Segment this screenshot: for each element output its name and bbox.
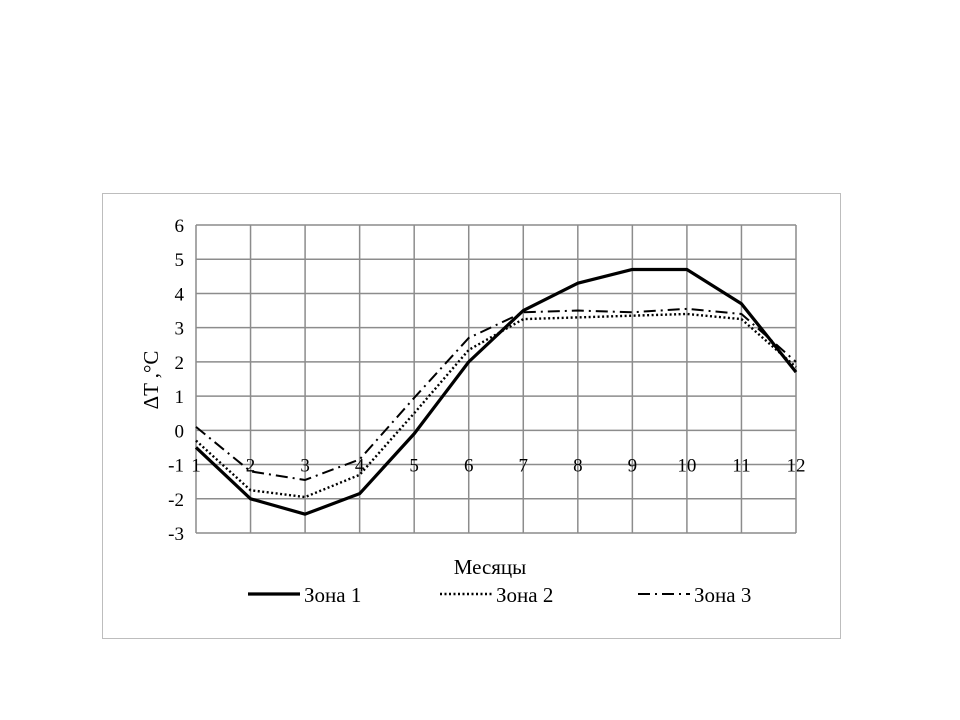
y-tick-label: -2 (168, 490, 184, 511)
y-tick-label: 2 (175, 353, 185, 374)
chart-frame (102, 193, 841, 639)
y-tick-label: -3 (168, 524, 184, 545)
x-tick-label: 5 (409, 455, 419, 476)
x-tick-label: 10 (677, 455, 696, 476)
legend-label-3: Зона 3 (694, 583, 751, 607)
series-line-1 (194, 267, 798, 516)
x-tick-label: 1 (191, 455, 201, 476)
legend-label-1: Зона 1 (304, 583, 361, 607)
x-axis-ticks: 1 2 3 4 5 6 7 8 9 10 11 12 (191, 455, 805, 476)
x-tick-label: 8 (573, 455, 583, 476)
y-tick-label: 6 (175, 216, 185, 237)
x-tick-label: 6 (464, 455, 474, 476)
y-tick-label: -1 (168, 456, 184, 477)
x-tick-label: 4 (355, 455, 365, 476)
legend: Зона 1 Зона 2 Зона 3 (248, 583, 751, 607)
x-tick-label: 7 (519, 455, 529, 476)
series-lines (194, 267, 798, 516)
x-tick-label: 9 (628, 455, 638, 476)
series-line-2 (195, 312, 797, 499)
y-tick-label: 5 (175, 250, 185, 271)
y-tick-label: 1 (175, 387, 185, 408)
x-axis-label: Месяцы (454, 555, 527, 579)
legend-label-2: Зона 2 (496, 583, 553, 607)
grid (195, 224, 797, 534)
x-tick-label: 2 (246, 455, 256, 476)
y-axis-label: ΔT ,°C (139, 351, 163, 410)
x-tick-label: 12 (787, 455, 806, 476)
y-tick-label: 3 (175, 319, 185, 340)
y-axis-ticks: -3 -2 -1 0 1 2 3 4 5 6 (168, 216, 184, 545)
x-tick-label: 3 (300, 455, 310, 476)
series-line-3 (195, 307, 797, 481)
y-tick-label: 0 (175, 421, 185, 442)
x-tick-label: 11 (732, 455, 750, 476)
y-tick-label: 4 (175, 284, 185, 305)
